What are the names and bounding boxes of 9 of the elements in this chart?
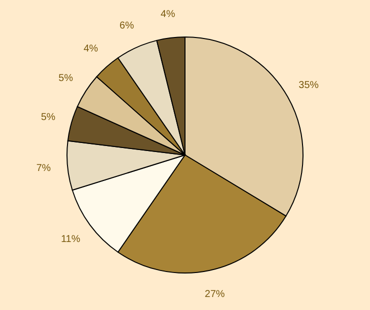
data-label: 6%	[119, 20, 134, 32]
data-label: 11%	[60, 234, 80, 246]
data-label: 7%	[36, 162, 51, 174]
data-label: 4%	[84, 44, 98, 55]
data-label: 4%	[160, 9, 176, 20]
data-label: 27%	[204, 288, 225, 300]
data-label: 35%	[298, 80, 319, 92]
data-label: 5%	[40, 112, 56, 123]
data-label: 5%	[58, 72, 74, 84]
